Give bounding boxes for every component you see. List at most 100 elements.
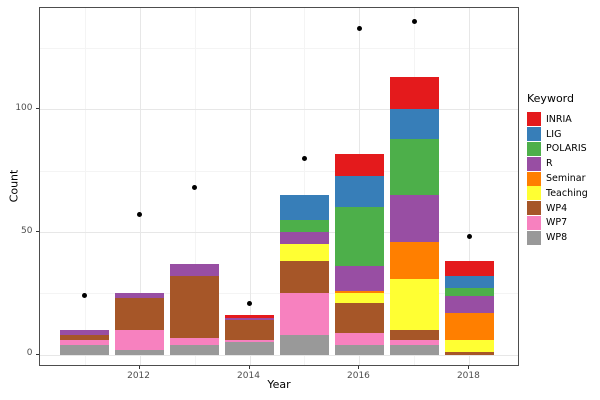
legend-label: INRIA xyxy=(546,113,572,125)
bar-segment-polaris-2015 xyxy=(279,219,330,233)
bar-segment-wp8-2011 xyxy=(59,344,110,355)
x-axis-title: Year xyxy=(267,378,291,391)
bar-segment-r-2013 xyxy=(169,263,220,277)
bar-segment-wp7-2017 xyxy=(389,339,440,345)
legend-entry-wp7: WP7 xyxy=(527,215,588,231)
y-tick-mark xyxy=(35,353,39,355)
bar-segment-inria-2014 xyxy=(224,315,275,318)
gridline-major-y xyxy=(39,232,518,234)
bar-segment-wp7-2015 xyxy=(279,293,330,336)
gridline-minor-x xyxy=(84,8,86,365)
legend-key-swatch xyxy=(527,112,541,127)
bar-segment-wp4-2015 xyxy=(279,261,330,294)
data-point-2016 xyxy=(356,25,362,31)
data-point-2014 xyxy=(247,300,252,306)
bar-segment-wp4-2011 xyxy=(59,335,110,340)
bar-segment-wp8-2015 xyxy=(279,335,330,355)
bar-segment-wp4-2017 xyxy=(389,330,440,340)
bar-segment-teaching-2017 xyxy=(389,278,440,331)
data-point-2015 xyxy=(301,155,307,161)
gridline-major-x xyxy=(249,8,251,365)
legend-entry-inria: INRIA xyxy=(527,112,588,127)
legend-entry-seminar: Seminar xyxy=(527,171,588,186)
y-tick-label: 100 xyxy=(15,102,33,113)
bar-segment-wp7-2014 xyxy=(224,339,275,343)
bar-segment-wp8-2013 xyxy=(169,344,220,355)
legend-key-swatch xyxy=(527,186,541,201)
bar-segment-r-2016 xyxy=(334,266,385,291)
gridline-major-y xyxy=(39,354,518,356)
bar-segment-lig-2015 xyxy=(279,195,330,220)
legend-label: R xyxy=(546,158,553,170)
gridline-minor-y xyxy=(39,47,518,49)
bar-segment-seminar-2018 xyxy=(444,313,495,340)
legend-key-swatch xyxy=(527,230,541,245)
y-tick-mark xyxy=(35,231,39,233)
legend-key-swatch xyxy=(527,201,541,216)
legend-label: Seminar xyxy=(546,173,586,185)
gridline-minor-x xyxy=(304,8,306,365)
bar-segment-seminar-2016 xyxy=(334,290,385,294)
bar-segment-polaris-2017 xyxy=(389,138,440,196)
bar-segment-wp7-2013 xyxy=(169,337,220,345)
bar-segment-lig-2016 xyxy=(334,175,385,208)
legend-entry-r: R xyxy=(527,156,588,171)
x-tick-mark xyxy=(248,365,250,369)
legend-entry-lig: LIG xyxy=(527,127,588,142)
x-tick-label: 2016 xyxy=(347,370,370,381)
data-point-2017 xyxy=(411,18,417,24)
y-axis-title: Count xyxy=(7,169,21,203)
legend-title: Keyword xyxy=(527,92,574,105)
bar-segment-inria-2017 xyxy=(389,77,440,110)
legend-key-swatch xyxy=(527,171,541,186)
legend-key-swatch xyxy=(527,156,541,171)
bar-segment-r-2017 xyxy=(389,195,440,242)
legend-entry-teaching: Teaching xyxy=(527,186,588,201)
bar-segment-r-2015 xyxy=(279,232,330,245)
bar-segment-teaching-2018 xyxy=(444,339,495,353)
legend-label: WP7 xyxy=(546,217,568,229)
bar-segment-wp8-2014 xyxy=(224,342,275,355)
y-tick-mark xyxy=(35,108,39,110)
bar-segment-wp7-2011 xyxy=(59,339,110,345)
legend-entry-wp4: WP4 xyxy=(527,201,588,216)
x-tick-mark xyxy=(138,365,140,369)
bar-segment-inria-2018 xyxy=(444,261,495,277)
bar-segment-wp8-2017 xyxy=(389,344,440,355)
bar-segment-wp4-2016 xyxy=(334,303,385,333)
bar-segment-lig-2017 xyxy=(389,109,440,139)
bar-segment-lig-2018 xyxy=(444,276,495,289)
y-tick-label: 0 xyxy=(26,348,33,359)
bar-segment-r-2018 xyxy=(444,295,495,313)
data-point-2011 xyxy=(82,293,88,299)
legend-entry-polaris: POLARIS xyxy=(527,141,588,157)
gridline-major-x xyxy=(139,8,141,365)
bar-segment-inria-2016 xyxy=(334,153,385,176)
bar-segment-wp7-2016 xyxy=(334,332,385,345)
plot-panel xyxy=(38,7,519,366)
x-tick-mark xyxy=(358,365,360,369)
legend-entry-wp8: WP8 xyxy=(527,230,588,245)
legend-key-swatch xyxy=(527,141,541,156)
x-tick-label: 2012 xyxy=(127,370,150,381)
legend-entries: INRIA LIG POLARIS R Seminar Teaching WP4 WP7 WP8 xyxy=(527,112,588,245)
legend-label: Teaching xyxy=(546,187,588,199)
bar-segment-wp8-2016 xyxy=(334,344,385,355)
legend: Keyword INRIA LIG POLARIS R Seminar Teaching W… xyxy=(527,92,588,245)
bar-segment-teaching-2015 xyxy=(279,244,330,262)
legend-key-swatch xyxy=(527,215,541,230)
legend-label: LIG xyxy=(546,128,562,140)
legend-key-swatch xyxy=(527,127,541,142)
bar-segment-wp4-2014 xyxy=(224,320,275,340)
bar-segment-polaris-2018 xyxy=(444,288,495,296)
gridline-major-y xyxy=(39,109,518,111)
bar-segment-wp4-2018 xyxy=(444,352,495,355)
bar-segment-wp4-2013 xyxy=(169,276,220,338)
bar-segment-wp4-2012 xyxy=(114,298,165,331)
x-tick-mark xyxy=(468,365,470,369)
legend-label: WP4 xyxy=(546,202,568,214)
bar-segment-r-2014 xyxy=(224,317,275,321)
gridline-minor-y xyxy=(39,293,518,295)
gridline-major-x xyxy=(469,8,471,365)
